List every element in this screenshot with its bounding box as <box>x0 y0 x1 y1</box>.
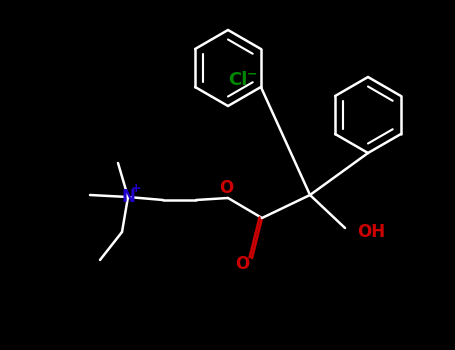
Text: OH: OH <box>357 223 385 241</box>
Text: O: O <box>235 255 249 273</box>
Text: +: + <box>131 182 142 196</box>
Text: Cl: Cl <box>228 71 248 89</box>
Text: −: − <box>247 68 257 80</box>
Text: N: N <box>121 188 135 206</box>
Text: O: O <box>219 179 233 197</box>
